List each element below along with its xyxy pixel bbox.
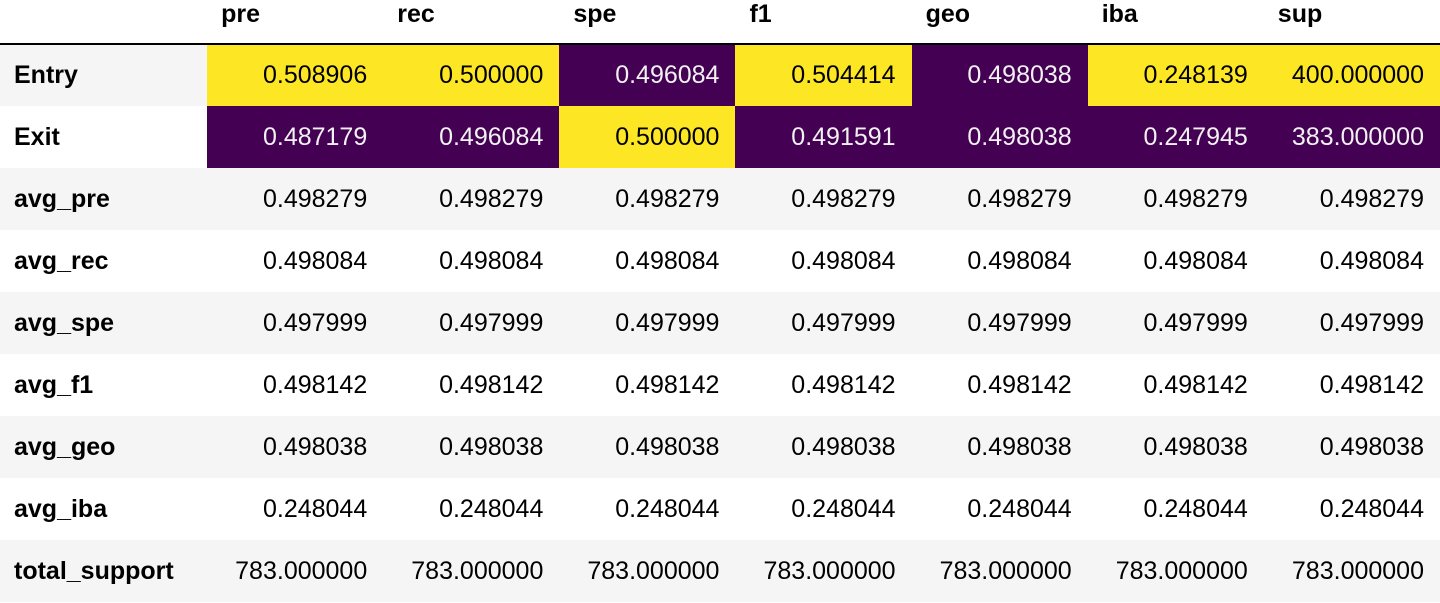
- row-label: avg_rec: [14, 246, 109, 275]
- column-header-pre: pre: [207, 0, 384, 45]
- table-cell: 783.000000: [939, 556, 1072, 585]
- table-cell: 0.498142: [1319, 370, 1424, 399]
- table-row: avg_pre 0.498279 0.498279 0.498279 0.498279 0…: [0, 168, 1440, 230]
- column-header-spe: spe: [559, 0, 736, 45]
- table-cell: 0.487179: [207, 106, 384, 168]
- table-cell: 0.498084: [791, 246, 896, 275]
- row-label: total_support: [14, 556, 174, 585]
- table-row: avg_iba 0.248044 0.248044 0.248044 0.248044 0…: [0, 478, 1440, 540]
- table-cell: 400.000000: [1263, 44, 1440, 106]
- table-cell: 0.497999: [262, 308, 368, 337]
- table-cell: 0.498038: [911, 106, 1088, 168]
- row-label: avg_iba: [14, 494, 108, 523]
- table-cell: 0.498142: [1143, 370, 1248, 399]
- table-cell: 0.498038: [1319, 432, 1424, 461]
- table-cell: 0.498279: [439, 184, 544, 213]
- table-row: avg_f1 0.498142 0.498142 0.498142 0.498142 0.…: [0, 354, 1440, 416]
- table-cell: 783.000000: [587, 556, 720, 585]
- table-cell: 0.248044: [791, 494, 896, 523]
- table-cell: 0.498038: [1143, 432, 1248, 461]
- index-header: [0, 0, 208, 45]
- column-header-rec: rec: [383, 0, 560, 45]
- table-cell: 0.498142: [439, 370, 544, 399]
- table-cell: 0.497999: [967, 308, 1072, 337]
- table-cell: 0.498084: [1143, 246, 1248, 275]
- table-cell: 0.496084: [559, 44, 736, 106]
- table-cell: 0.497999: [1143, 308, 1248, 337]
- table-cell: 0.498038: [911, 44, 1088, 106]
- table-cell: 0.497999: [791, 308, 896, 337]
- header-row: pre rec spe f1 geo iba sup: [0, 0, 1440, 45]
- table-cell: 0.498084: [1319, 246, 1424, 275]
- table-cell: 0.248044: [1319, 494, 1424, 523]
- table-cell: 0.497999: [615, 308, 720, 337]
- table-cell: 0.498142: [615, 370, 720, 399]
- table-cell: 0.248044: [262, 494, 368, 523]
- table-cell: 0.248044: [615, 494, 720, 523]
- table-cell: 0.491591: [735, 106, 912, 168]
- table-cell: 0.504414: [735, 44, 912, 106]
- column-header-iba: iba: [1087, 0, 1264, 45]
- table-cell: 0.498142: [262, 370, 368, 399]
- table-cell: 0.498038: [615, 432, 720, 461]
- table-cell: 0.498038: [439, 432, 544, 461]
- table-cell: 0.498084: [262, 246, 368, 275]
- table-cell: 0.498038: [791, 432, 896, 461]
- table-cell: 0.247945: [1087, 106, 1264, 168]
- column-header-geo: geo: [911, 0, 1088, 45]
- table-cell: 783.000000: [1115, 556, 1248, 585]
- table-row: avg_rec 0.498084 0.498084 0.498084 0.498084 0…: [0, 230, 1440, 292]
- table-cell: 0.498084: [615, 246, 720, 275]
- table-cell: 0.498142: [967, 370, 1072, 399]
- row-label: avg_geo: [14, 432, 116, 461]
- row-label: Exit: [14, 122, 60, 151]
- table-cell: 0.248044: [967, 494, 1072, 523]
- row-label: Entry: [14, 61, 78, 89]
- row-label: avg_f1: [14, 370, 94, 399]
- table-cell: 0.498279: [967, 184, 1072, 213]
- table-cell: 0.498038: [967, 432, 1072, 461]
- table-cell: 0.497999: [439, 308, 544, 337]
- column-header-f1: f1: [735, 0, 912, 45]
- table-cell: 0.498142: [791, 370, 896, 399]
- table-cell: 0.248044: [439, 494, 544, 523]
- table-cell: 0.498279: [615, 184, 720, 213]
- table-row: avg_spe 0.497999 0.497999 0.497999 0.497999 0…: [0, 292, 1440, 354]
- table-cell: 783.000000: [411, 556, 544, 585]
- column-header-sup: sup: [1263, 0, 1440, 45]
- table-cell: 0.500000: [559, 106, 736, 168]
- table-cell: 0.248139: [1087, 44, 1264, 106]
- table-row: total_support 783.000000 783.000000 783.000…: [0, 540, 1440, 602]
- table-cell: 0.498279: [262, 184, 368, 213]
- table-cell: 0.498084: [439, 246, 544, 275]
- table-cell: 383.000000: [1263, 106, 1440, 168]
- table-cell: 783.000000: [235, 556, 368, 585]
- table-header: pre rec spe f1 geo iba sup: [0, 0, 1440, 45]
- table-cell: 0.498279: [1319, 184, 1424, 213]
- table-cell: 783.000000: [763, 556, 896, 585]
- table-cell: 0.498084: [967, 246, 1072, 275]
- table-cell: 0.508906: [207, 44, 384, 106]
- table-cell: 0.497999: [1319, 308, 1424, 337]
- table-cell: 0.496084: [383, 106, 560, 168]
- table-row: avg_geo 0.498038 0.498038 0.498038 0.498038 0…: [0, 416, 1440, 478]
- table-cell: 0.500000: [383, 44, 560, 106]
- table-row: Entry 0.508906 0.500000 0.496084 0.504414 0.4…: [0, 44, 1440, 106]
- table-row: Exit 0.487179 0.496084 0.500000 0.491591 0.49…: [0, 106, 1440, 168]
- table-cell: 0.498038: [262, 432, 368, 461]
- table-cell: 0.498279: [791, 184, 896, 213]
- table-body: Entry 0.508906 0.500000 0.496084 0.504414 0.4…: [0, 44, 1440, 602]
- row-label: avg_pre: [14, 184, 110, 213]
- table-cell: 783.000000: [1291, 556, 1424, 585]
- table-cell: 0.498279: [1143, 184, 1248, 213]
- row-label: avg_spe: [14, 308, 115, 337]
- table-cell: 0.248044: [1143, 494, 1248, 523]
